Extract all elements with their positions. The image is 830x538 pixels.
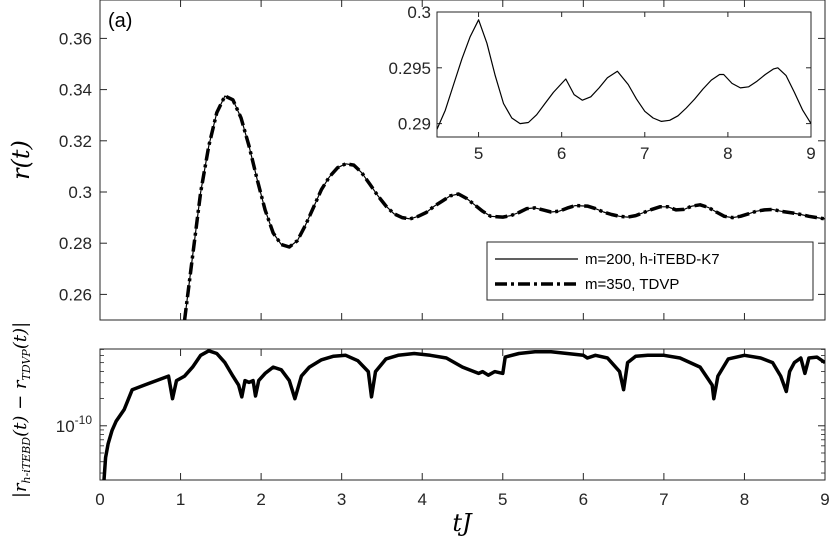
difference-series xyxy=(102,349,825,480)
main-series xyxy=(182,94,825,320)
inset-ytick-label: 0.295 xyxy=(388,59,431,78)
inset-ytick-label: 0.3 xyxy=(407,3,431,22)
xtick-label: 7 xyxy=(659,490,668,509)
difference-y-axis-label: |rh-iTEBD(t) − rTDVP(t)| xyxy=(10,322,33,498)
legend-entry-2: m=350, TDVP xyxy=(585,276,679,293)
inset-plot-area xyxy=(436,11,812,138)
main-ytick-label: 0.28 xyxy=(59,234,92,253)
legend-entry-1: m=200, h-iTEBD-K7 xyxy=(585,251,720,268)
main-ytick-label: 0.36 xyxy=(59,29,92,48)
xtick-label: 4 xyxy=(417,490,426,509)
inset-xtick-label: 5 xyxy=(474,144,483,163)
inset-ticks: 5 6 7 8 9 0.29 0.295 0.3 xyxy=(388,3,815,163)
difference-series-line xyxy=(102,349,825,480)
inset-xtick-label: 9 xyxy=(806,144,815,163)
legend-box xyxy=(486,241,814,301)
xtick-label: 0 xyxy=(95,490,104,509)
inset-series-line xyxy=(437,19,811,130)
x-axis-label: tJ xyxy=(452,509,473,537)
xtick-label: 8 xyxy=(740,490,749,509)
inset-ytick-label: 0.29 xyxy=(398,115,431,134)
xtick-label: 6 xyxy=(579,490,588,509)
series-tdvp-line xyxy=(182,94,825,320)
main-y-axis-label: r(t) xyxy=(7,140,35,180)
difference-panel: 0 1 2 3 4 5 6 7 8 9 10-10 tJ |rh-iTEBD(t) − rTDVP(… xyxy=(10,322,830,537)
legend: m=200, h-iTEBD-K7 m=350, TDVP xyxy=(486,241,814,301)
main-ytick-label: 0.26 xyxy=(59,285,92,304)
inset-xtick-label: 8 xyxy=(723,144,732,163)
xtick-label: 9 xyxy=(820,490,829,509)
inset-panel: 5 6 7 8 9 0.29 0.295 0.3 xyxy=(388,3,815,163)
main-ytick-label: 0.32 xyxy=(59,132,92,151)
inset-xtick-label: 7 xyxy=(640,144,649,163)
xtick-label: 5 xyxy=(498,490,507,509)
main-ytick-label: 0.34 xyxy=(59,81,92,100)
difference-ytick-label: 10-10 xyxy=(56,413,93,436)
main-ytick-label: 0.3 xyxy=(68,183,92,202)
inset-series xyxy=(437,19,811,130)
difference-ticks: 0 1 2 3 4 5 6 7 8 9 10-10 xyxy=(56,349,830,509)
xtick-label: 2 xyxy=(256,490,265,509)
main-yticks: 0.260.280.30.320.340.36 xyxy=(59,0,826,320)
inset-xtick-label: 6 xyxy=(557,144,566,163)
xtick-label: 1 xyxy=(176,490,185,509)
xtick-label: 3 xyxy=(337,490,346,509)
panel-label: (a) xyxy=(108,10,132,32)
